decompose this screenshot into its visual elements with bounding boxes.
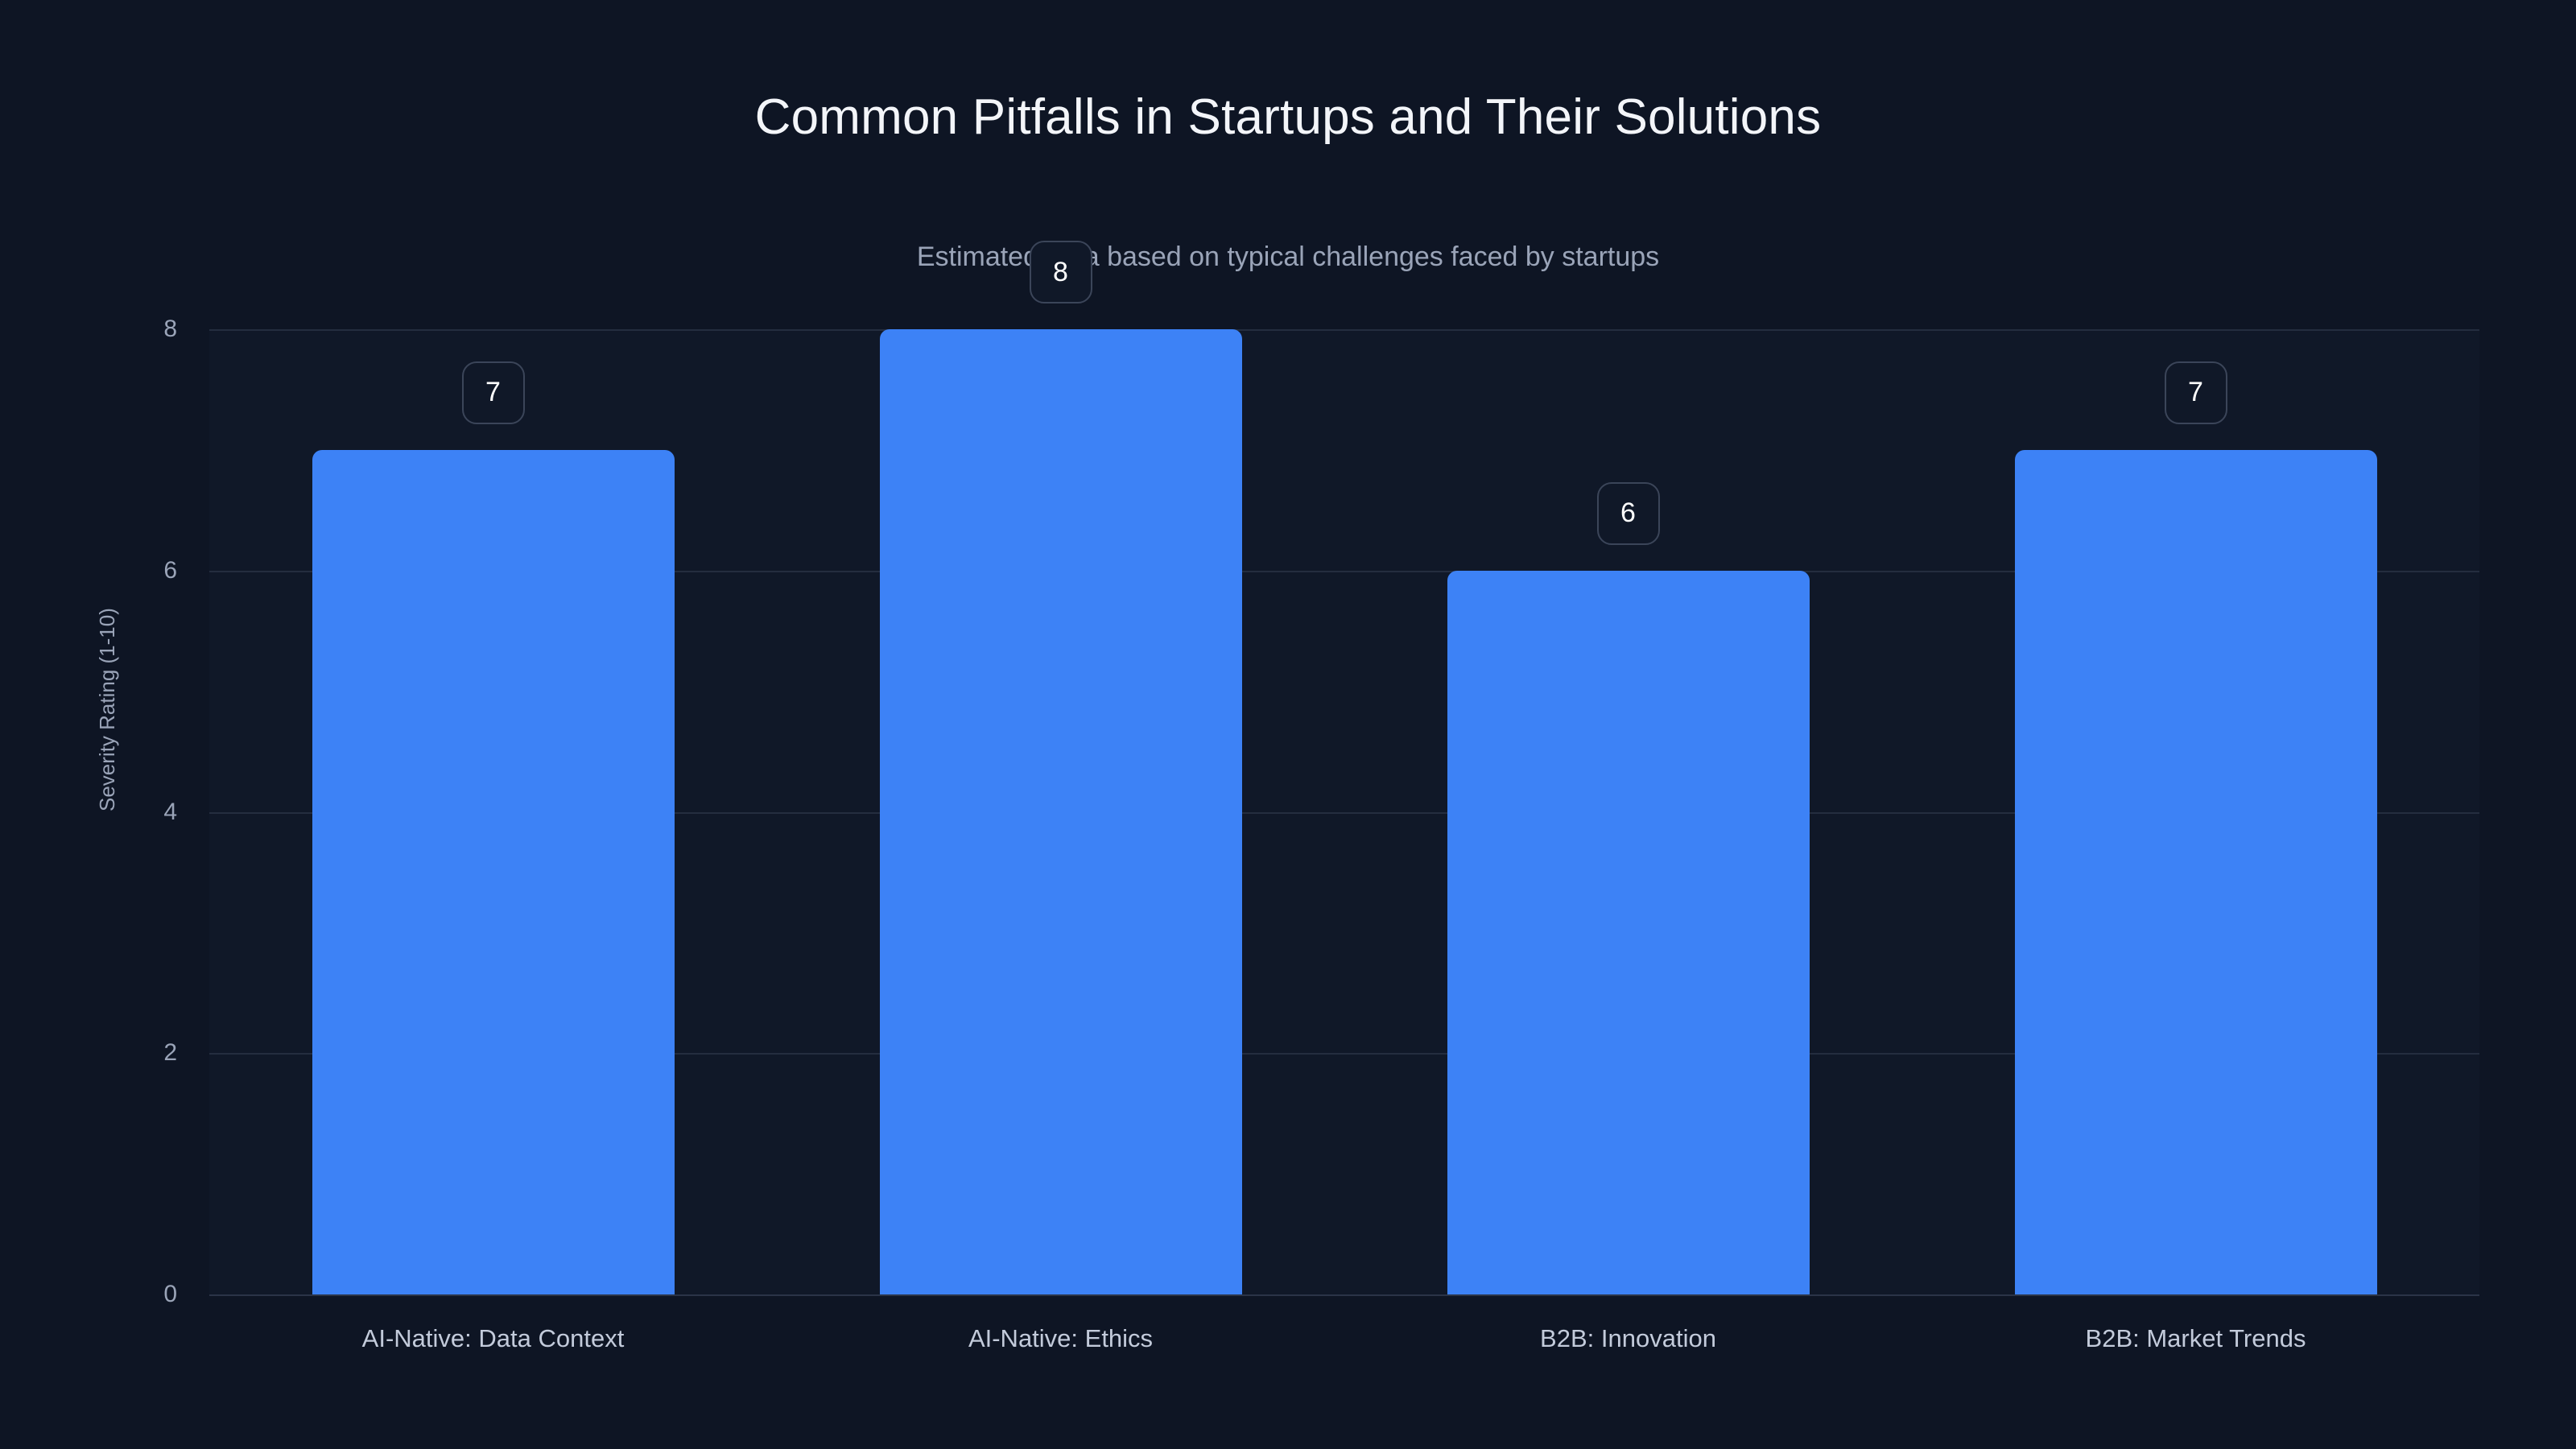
- bar-value-badge: 6: [1596, 481, 1660, 545]
- y-axis-tick-label: 6: [163, 556, 177, 584]
- bar-value-badge: 7: [2164, 361, 2227, 424]
- chart-title: Common Pitfalls in Startups and Their So…: [754, 89, 1822, 145]
- bar[interactable]: [2014, 449, 2377, 1294]
- chart-subtitle: Estimated data based on typical challeng…: [916, 242, 1660, 272]
- bar[interactable]: [1447, 570, 1810, 1294]
- x-axis-tick-label: AI-Native: Ethics: [968, 1324, 1154, 1352]
- bar[interactable]: [312, 449, 675, 1294]
- x-axis-tick-label: B2B: Market Trends: [2085, 1324, 2306, 1352]
- gridline: [209, 329, 2479, 331]
- y-axis-tick-label: 2: [163, 1039, 177, 1067]
- x-axis-tick-label: AI-Native: Data Context: [361, 1324, 625, 1352]
- gridline: [209, 811, 2479, 814]
- gridline: [209, 1294, 2479, 1296]
- bar-value-badge: 8: [1029, 241, 1092, 303]
- bar[interactable]: [879, 329, 1242, 1294]
- bar-value-badge: 7: [461, 361, 525, 424]
- gridline: [209, 1053, 2479, 1055]
- y-axis-tick-label: 8: [163, 316, 177, 342]
- x-axis-tick-label: B2B: Innovation: [1540, 1324, 1716, 1352]
- y-axis-title: Severity Rating (1-10): [95, 608, 119, 811]
- gridline: [209, 570, 2479, 572]
- y-axis-tick-label: 0: [163, 1281, 177, 1307]
- y-axis-tick-label: 4: [163, 798, 177, 825]
- plot-area: [209, 329, 2479, 1296]
